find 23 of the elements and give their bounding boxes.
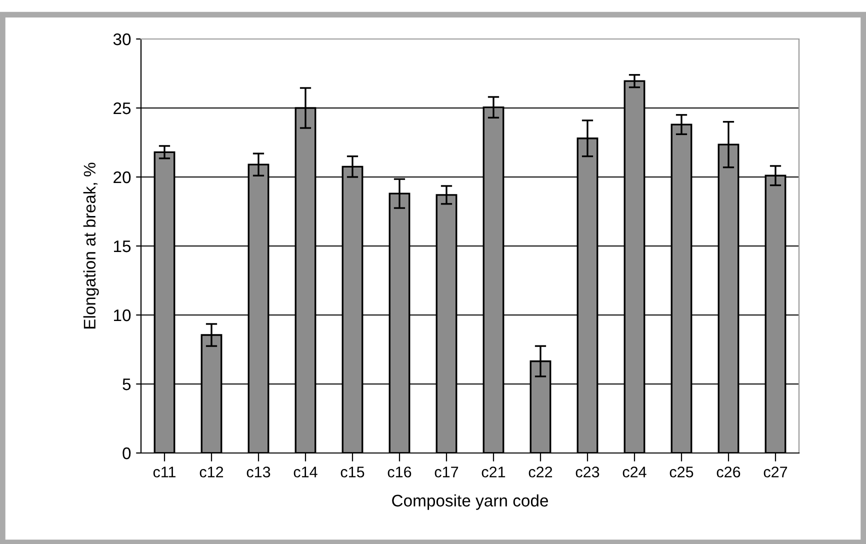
x-tick-label: c25 xyxy=(670,466,694,478)
y-tick-label: 20 xyxy=(114,171,131,184)
x-tick-label: c21 xyxy=(482,466,506,478)
y-tick-label: 30 xyxy=(113,33,131,46)
x-tick-label: c24 xyxy=(622,466,646,478)
x-tick-label: c14 xyxy=(294,466,318,478)
x-tick-label: c11 xyxy=(153,466,176,478)
x-tick-label: c12 xyxy=(200,466,224,478)
x-tick-label: c27 xyxy=(764,466,788,478)
y-axis-title: Elongation at break, % xyxy=(83,162,99,328)
x-tick-label: c23 xyxy=(576,466,600,478)
y-tick-label: 0 xyxy=(122,447,131,460)
y-tick-label: 15 xyxy=(114,240,131,252)
y-tick-label: 10 xyxy=(114,309,131,322)
x-tick-label: c17 xyxy=(434,466,458,478)
x-tick-label: c22 xyxy=(528,466,552,478)
x-axis-title: Composite yarn code xyxy=(392,494,548,510)
x-tick-label: c15 xyxy=(340,466,364,478)
y-tick-label: 5 xyxy=(122,378,131,390)
x-tick-label: c13 xyxy=(246,466,270,478)
y-tick-label: 25 xyxy=(114,102,131,114)
x-tick-label: c26 xyxy=(716,466,740,478)
x-tick-label: c16 xyxy=(388,466,412,478)
